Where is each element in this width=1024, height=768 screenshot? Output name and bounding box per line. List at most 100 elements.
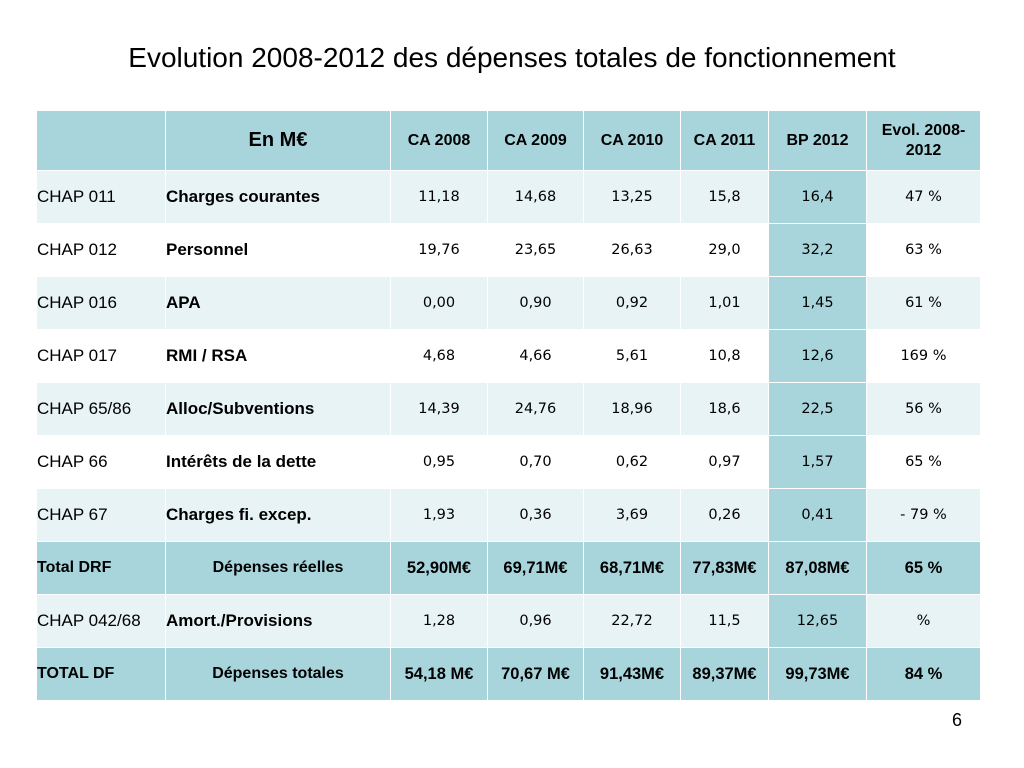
chapter-cell: CHAP 012 [36, 223, 166, 277]
value-cell: 12,6 [768, 329, 867, 383]
label-cell: Charges courantes [165, 170, 391, 224]
header-cell-ca2010: CA 2010 [583, 110, 681, 171]
header-cell-unit: En M€ [165, 110, 391, 171]
value-cell: 13,25 [583, 170, 681, 224]
chapter-cell: CHAP 65/86 [36, 382, 166, 436]
evolution-cell: 56 % [866, 382, 981, 436]
value-cell: 0,92 [583, 276, 681, 330]
table-body: CHAP 011 Charges courantes 11,18 14,68 13,25… [36, 170, 981, 701]
evolution-cell: 47 % [866, 170, 981, 224]
label-cell: RMI / RSA [165, 329, 391, 383]
evolution-cell: 61 % [866, 276, 981, 330]
value-cell: 54,18 M€ [390, 647, 488, 701]
evolution-cell: 65 % [866, 541, 981, 595]
value-cell: 1,01 [680, 276, 769, 330]
value-cell: 16,4 [768, 170, 867, 224]
value-cell: 77,83M€ [680, 541, 769, 595]
value-cell: 11,18 [390, 170, 488, 224]
table-row: CHAP 65/86 Alloc/Subventions 14,39 24,76 18,… [36, 382, 981, 436]
chapter-cell: CHAP 66 [36, 435, 166, 489]
value-cell: 0,62 [583, 435, 681, 489]
value-cell: 3,69 [583, 488, 681, 542]
value-cell: 4,66 [487, 329, 584, 383]
value-cell: 0,70 [487, 435, 584, 489]
label-cell: Personnel [165, 223, 391, 277]
value-cell: 22,5 [768, 382, 867, 436]
chapter-cell: TOTAL DF [36, 647, 166, 701]
evolution-cell: 169 % [866, 329, 981, 383]
value-cell: 68,71M€ [583, 541, 681, 595]
evolution-cell: 84 % [866, 647, 981, 701]
value-cell: 12,65 [768, 594, 867, 648]
label-cell: Alloc/Subventions [165, 382, 391, 436]
total-row: Total DRF Dépenses réelles 52,90M€ 69,71M€ 6… [36, 541, 981, 595]
value-cell: 0,96 [487, 594, 584, 648]
chapter-cell: CHAP 016 [36, 276, 166, 330]
header-cell-empty [36, 110, 166, 171]
value-cell: 24,76 [487, 382, 584, 436]
value-cell: 89,37M€ [680, 647, 769, 701]
value-cell: 0,26 [680, 488, 769, 542]
value-cell: 1,45 [768, 276, 867, 330]
total-row: TOTAL DF Dépenses totales 54,18 M€ 70,67 M€… [36, 647, 981, 701]
value-cell: 14,39 [390, 382, 488, 436]
value-cell: 5,61 [583, 329, 681, 383]
table-row: CHAP 66 Intérêts de la dette 0,95 0,70 0,62 0… [36, 435, 981, 489]
label-cell: Dépenses totales [165, 647, 391, 701]
value-cell: 32,2 [768, 223, 867, 277]
value-cell: 18,96 [583, 382, 681, 436]
value-cell: 0,97 [680, 435, 769, 489]
expenses-table: En M€ CA 2008 CA 2009 CA 2010 CA 2011 BP… [36, 110, 981, 701]
value-cell: 14,68 [487, 170, 584, 224]
value-cell: 70,67 M€ [487, 647, 584, 701]
value-cell: 1,93 [390, 488, 488, 542]
chapter-cell: Total DRF [36, 541, 166, 595]
value-cell: 99,73M€ [768, 647, 867, 701]
header-cell-ca2009: CA 2009 [487, 110, 584, 171]
value-cell: 0,36 [487, 488, 584, 542]
evolution-cell: - 79 % [866, 488, 981, 542]
value-cell: 91,43M€ [583, 647, 681, 701]
table-row: CHAP 67 Charges fi. excep. 1,93 0,36 3,69 0,2… [36, 488, 981, 542]
value-cell: 4,68 [390, 329, 488, 383]
label-cell: Dépenses réelles [165, 541, 391, 595]
chapter-cell: CHAP 017 [36, 329, 166, 383]
value-cell: 1,57 [768, 435, 867, 489]
header-cell-evolution: Evol. 2008-2012 [866, 110, 981, 171]
page-number: 6 [951, 710, 962, 730]
value-cell: 11,5 [680, 594, 769, 648]
table-row: CHAP 012 Personnel 19,76 23,65 26,63 29,0 32,2… [36, 223, 981, 277]
label-cell: Amort./Provisions [165, 594, 391, 648]
table-row: CHAP 017 RMI / RSA 4,68 4,66 5,61 10,8 12,6 169… [36, 329, 981, 383]
value-cell: 0,41 [768, 488, 867, 542]
value-cell: 18,6 [680, 382, 769, 436]
value-cell: 29,0 [680, 223, 769, 277]
value-cell: 0,90 [487, 276, 584, 330]
evolution-cell: 65 % [866, 435, 981, 489]
table-row: CHAP 042/68 Amort./Provisions 1,28 0,96 22,7… [36, 594, 981, 648]
value-cell: 0,95 [390, 435, 488, 489]
table-row: CHAP 016 APA 0,00 0,90 0,92 1,01 1,45 61 % [36, 276, 981, 330]
header-cell-ca2011: CA 2011 [680, 110, 769, 171]
label-cell: Charges fi. excep. [165, 488, 391, 542]
value-cell: 69,71M€ [487, 541, 584, 595]
chapter-cell: CHAP 042/68 [36, 594, 166, 648]
table-header-row: En M€ CA 2008 CA 2009 CA 2010 CA 2011 BP… [36, 110, 981, 171]
value-cell: 22,72 [583, 594, 681, 648]
table-row: CHAP 011 Charges courantes 11,18 14,68 13,25… [36, 170, 981, 224]
value-cell: 23,65 [487, 223, 584, 277]
header-cell-ca2008: CA 2008 [390, 110, 488, 171]
value-cell: 15,8 [680, 170, 769, 224]
value-cell: 52,90M€ [390, 541, 488, 595]
header-cell-bp2012: BP 2012 [768, 110, 867, 171]
value-cell: 87,08M€ [768, 541, 867, 595]
value-cell: 26,63 [583, 223, 681, 277]
label-cell: Intérêts de la dette [165, 435, 391, 489]
value-cell: 19,76 [390, 223, 488, 277]
evolution-cell: % [866, 594, 981, 648]
value-cell: 10,8 [680, 329, 769, 383]
chapter-cell: CHAP 67 [36, 488, 166, 542]
evolution-cell: 63 % [866, 223, 981, 277]
value-cell: 0,00 [390, 276, 488, 330]
slide-title: Evolution 2008-2012 des dépenses totales… [128, 42, 896, 73]
